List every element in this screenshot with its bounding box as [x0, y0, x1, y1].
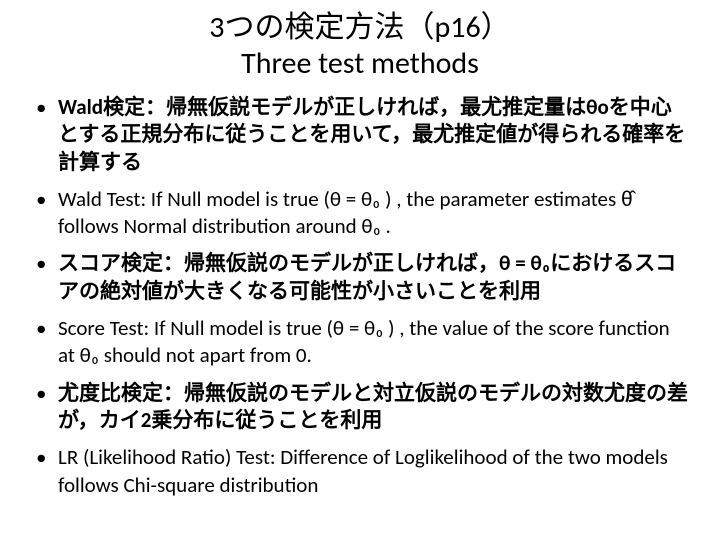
list-item: Score Test: If Null model is true (θ = θ… [30, 315, 690, 370]
item-text: 尤度比検定：帰無仮説のモデルと対立仮説のモデルの対数尤度の差が，カイ2乗分布に従… [58, 380, 688, 433]
list-item: Wald検定：帰無仮説モデルが正しければ，最尤推定量はθoを中心とする正規分布に… [30, 94, 690, 176]
list-item: スコア検定：帰無仮説のモデルが正しければ，θ = θ₀におけるスコアの絶対値が大… [30, 250, 690, 305]
item-text: Score Test: If Null model is true (θ = θ… [58, 315, 670, 368]
item-text: Wald Test: If Null model is true (θ = θ₀… [58, 186, 633, 239]
item-text: LR (Likelihood Ratio) Test: Difference o… [58, 444, 668, 497]
list-item: 尤度比検定：帰無仮説のモデルと対立仮説のモデルの対数尤度の差が，カイ2乗分布に従… [30, 380, 690, 435]
list-item: LR (Likelihood Ratio) Test: Difference o… [30, 444, 690, 499]
title-english: Three test methods [30, 46, 690, 82]
bullet-list: Wald検定：帰無仮説モデルが正しければ，最尤推定量はθoを中心とする正規分布に… [30, 94, 690, 499]
slide-title: 3つの検定方法（p16） Three test methods [30, 10, 690, 82]
item-text: スコア検定：帰無仮説のモデルが正しければ，θ = θ₀におけるスコアの絶対値が大… [58, 250, 676, 303]
item-text: Wald検定：帰無仮説モデルが正しければ，最尤推定量はθoを中心とする正規分布に… [58, 94, 685, 175]
list-item: Wald Test: If Null model is true (θ = θ₀… [30, 186, 690, 241]
title-japanese: 3つの検定方法（p16） [30, 10, 690, 46]
